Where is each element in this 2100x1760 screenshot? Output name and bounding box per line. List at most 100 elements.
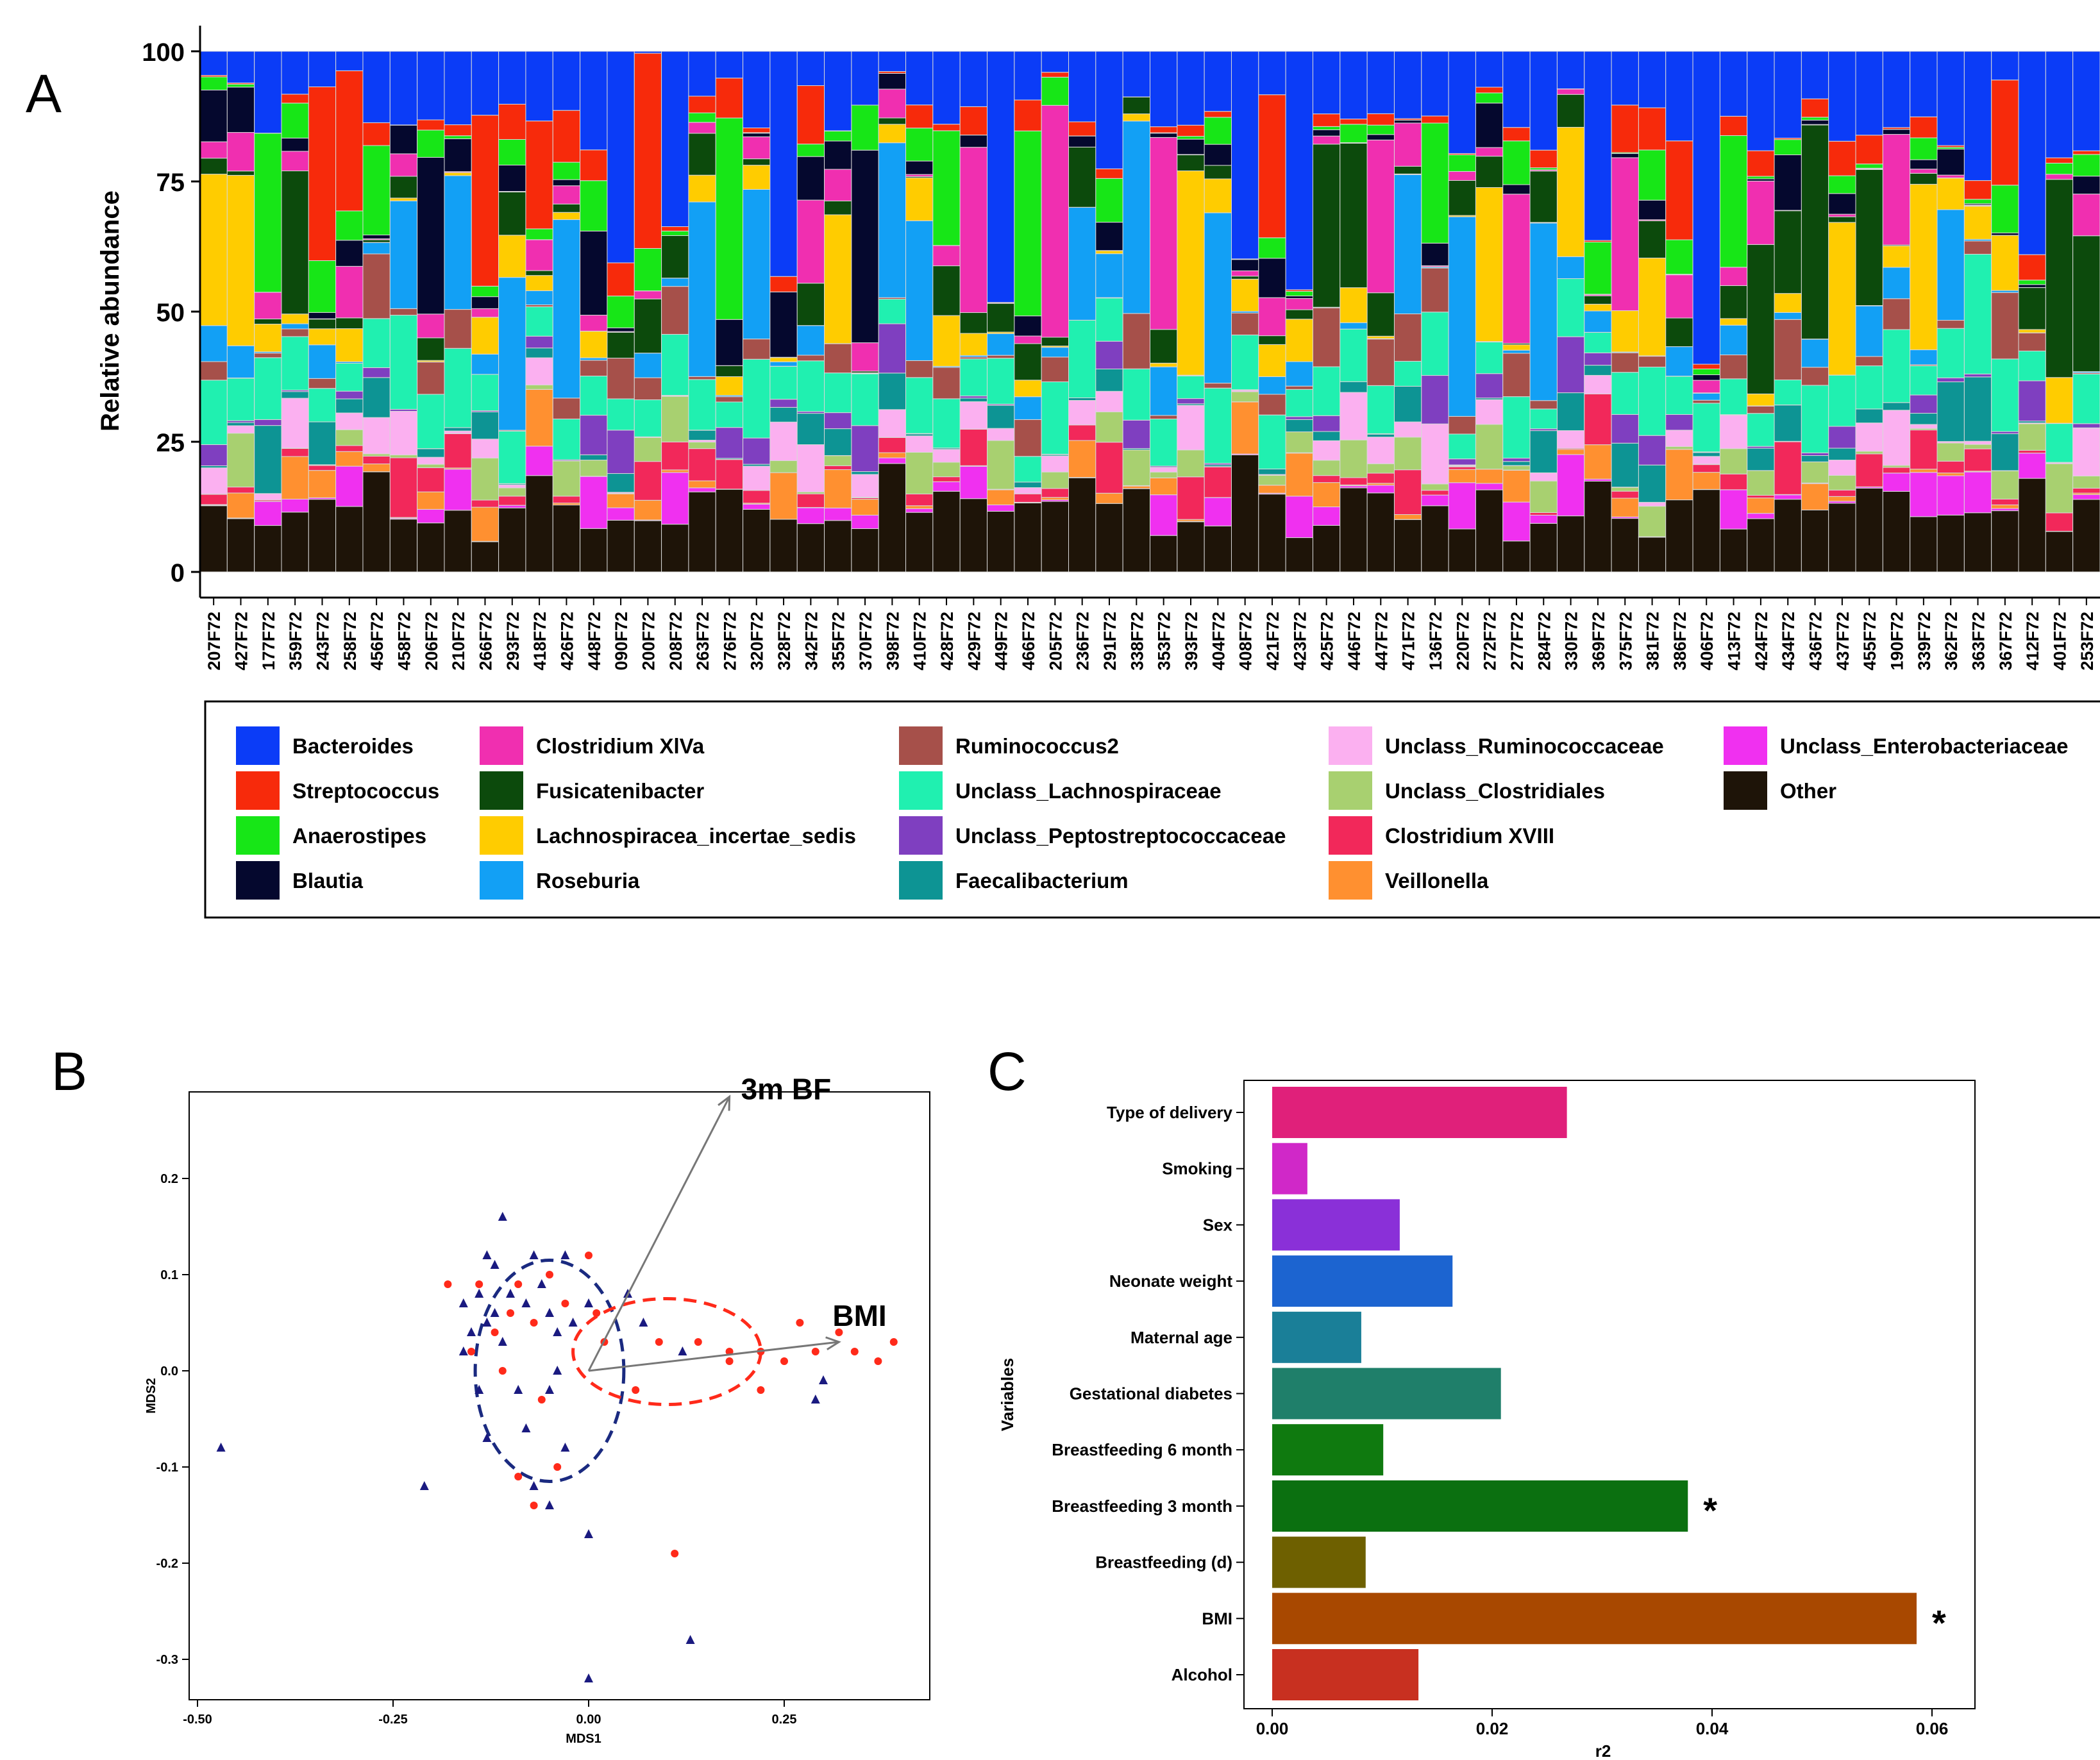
bar-segment	[525, 275, 553, 291]
bar-segment	[1855, 169, 1883, 306]
bar-segment	[1095, 369, 1123, 392]
category-label: Sex	[1203, 1215, 1233, 1234]
bar-segment	[1991, 510, 2019, 573]
bar-segment	[905, 174, 934, 177]
point-circle	[757, 1386, 765, 1394]
point-triangle	[490, 1308, 500, 1317]
y-axis-title-b: MDS2	[144, 1378, 158, 1414]
bar-segment	[417, 457, 445, 465]
category-label: BMI	[1202, 1609, 1232, 1628]
bar-segment	[796, 507, 825, 524]
bar-segment	[1747, 513, 1775, 519]
bar-segment	[1584, 352, 1612, 366]
bar-segment	[1991, 508, 2019, 512]
bar-segment	[1475, 87, 1504, 94]
x-tick-label: -0.25	[378, 1713, 408, 1727]
bar-segment	[1882, 298, 1911, 330]
bar-segment	[1177, 375, 1205, 399]
bar-segment	[1665, 346, 1693, 377]
bar-segment	[1204, 383, 1232, 389]
bar-segment	[607, 507, 635, 521]
bar-segment	[932, 367, 961, 399]
bar-segment	[2072, 423, 2100, 428]
bar-segment	[1312, 431, 1341, 441]
bar-segment	[498, 51, 526, 105]
point-circle	[553, 1463, 562, 1471]
bar-segment	[389, 153, 418, 177]
point-circle	[632, 1386, 640, 1394]
bar-segment	[1258, 494, 1286, 573]
panel-c: C 0.00 0.02 0.04 0.06 Type of delivery Smokin…	[987, 1041, 1976, 1760]
legend-swatch	[899, 861, 943, 900]
legend-swatch	[236, 816, 280, 855]
bar-segment	[1258, 394, 1286, 415]
bar-segment	[1258, 237, 1286, 259]
bar-segment	[1312, 113, 1341, 127]
bar-segment	[1475, 424, 1504, 470]
bar-segment	[335, 506, 364, 573]
sample-label: 434F72	[1779, 612, 1798, 671]
bar-segment	[688, 480, 716, 489]
bar-segment	[1366, 437, 1395, 464]
bar-segment	[824, 214, 852, 344]
legend-label: Unclass_Ruminococcaceae	[1385, 734, 1664, 758]
bar-segment	[1312, 51, 1341, 115]
legend-label: Blautia	[292, 869, 364, 893]
bar-segment	[199, 444, 228, 466]
bar-segment	[824, 130, 852, 142]
group-ellipse	[473, 1259, 626, 1483]
bar-segment	[1122, 51, 1151, 97]
legend-label: Clostridium XVIII	[1385, 824, 1554, 848]
bar-segment	[1340, 328, 1368, 382]
bar-segment	[1421, 423, 1449, 485]
bar-segment	[743, 51, 771, 129]
bar-segment	[987, 489, 1015, 505]
bar-segment	[580, 315, 608, 331]
bar-segment	[525, 446, 553, 476]
vector-label: BMI	[832, 1299, 886, 1332]
bar-segment	[878, 463, 907, 573]
point-triangle	[529, 1481, 539, 1490]
bar-segment	[1340, 287, 1368, 323]
bar-segment	[1258, 376, 1286, 395]
bar-segment	[1258, 297, 1286, 337]
bar-segment	[1014, 487, 1042, 494]
bar-segment	[1665, 376, 1693, 415]
bar-segment	[743, 358, 771, 439]
bar-segment	[878, 117, 907, 125]
bar-segment	[335, 240, 364, 267]
bar-segment	[1910, 394, 1938, 414]
point-triangle	[521, 1298, 531, 1307]
bar-segment	[389, 200, 418, 309]
bar-segment	[1393, 174, 1422, 315]
bar-segment	[2045, 512, 2074, 532]
bar-segment	[1529, 430, 1558, 473]
bar-segment	[1204, 165, 1232, 180]
bar-segment	[444, 175, 472, 310]
bar-segment	[417, 314, 445, 339]
bar-segment	[1041, 501, 1070, 573]
bar-segment	[824, 140, 852, 170]
bar-segment	[1991, 235, 2019, 291]
bar-segment	[308, 378, 337, 389]
x-tick-label: 0.06	[1916, 1719, 1949, 1738]
point-triangle	[553, 1327, 562, 1336]
bar-segment	[1719, 285, 1748, 319]
bar-segment	[851, 471, 879, 475]
bar-segment	[199, 325, 228, 362]
bar-segment	[769, 365, 798, 400]
bar-segment	[552, 219, 581, 399]
sample-label: 206F72	[422, 612, 441, 671]
bar-segment	[1556, 51, 1585, 90]
bar-segment	[1285, 51, 1313, 290]
bar-segment	[1448, 216, 1476, 417]
bar-segment	[1285, 290, 1313, 297]
bar-segment	[878, 51, 907, 72]
bar-segment	[1312, 482, 1341, 508]
bar-segment	[1095, 250, 1123, 255]
x-axis-title-c: r2	[1595, 1741, 1611, 1760]
bar-segment	[199, 51, 228, 76]
bar-segment	[1692, 472, 1720, 490]
sample-label: 362F72	[1942, 612, 1961, 671]
bar-segment	[743, 465, 771, 491]
